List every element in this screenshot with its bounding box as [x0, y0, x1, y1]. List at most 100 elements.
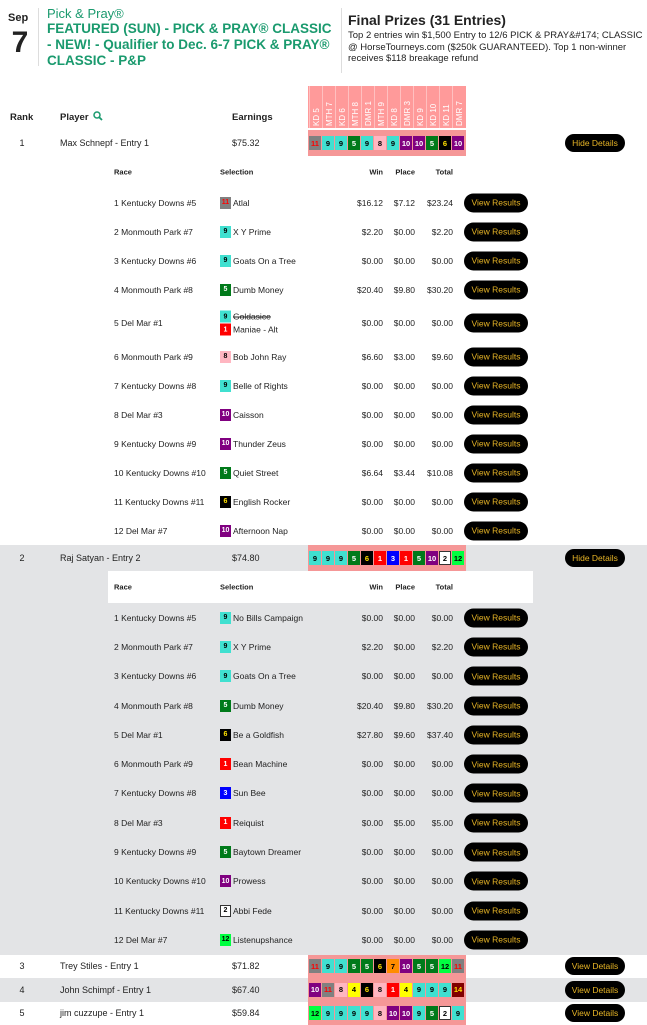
- view-results-button[interactable]: View Results: [464, 405, 528, 424]
- race-name: 4 Monmouth Park #8: [114, 700, 193, 711]
- view-results-button[interactable]: View Results: [464, 666, 528, 686]
- details-row: 9 Kentucky Downs #9 10 Thunder Zeus $0.00 $0…: [0, 429, 647, 458]
- saddle-cloth-number: 9: [220, 254, 231, 267]
- total-amount: $5.00: [431, 817, 453, 828]
- view-results-button[interactable]: View Results: [464, 463, 528, 482]
- saddle-cloth-number: 9: [220, 379, 231, 392]
- selection-item: 10 Caisson: [220, 408, 264, 421]
- player-name[interactable]: Max Schnepf - Entry 1: [60, 138, 150, 148]
- divider: [38, 8, 39, 66]
- place-amount: $0.00: [393, 671, 415, 682]
- total-amount: $2.20: [431, 226, 453, 237]
- pick-chip: 10: [400, 136, 412, 150]
- view-results-button[interactable]: View Results: [464, 376, 528, 395]
- win-amount: $0.00: [361, 255, 383, 266]
- entry-row: 4 John Schimpf - Entry 1 $67.40 10 11 8 4 6 8 1 4 9…: [0, 978, 647, 1002]
- pick-chip: 9: [322, 136, 334, 150]
- pick-chip: 9: [322, 1006, 334, 1021]
- selection: 2 Abbi Fede: [220, 904, 272, 918]
- details-col-race: Race: [114, 167, 132, 177]
- player-name[interactable]: Trey Stiles - Entry 1: [60, 961, 139, 972]
- view-details-button[interactable]: View Details: [565, 957, 625, 976]
- saddle-cloth-number: 9: [220, 670, 231, 683]
- view-results-button[interactable]: View Results: [464, 901, 528, 921]
- view-results-button[interactable]: View Results: [464, 813, 528, 833]
- pick-chip: 5: [413, 959, 425, 974]
- pick-chip: 9: [335, 959, 347, 974]
- saddle-cloth-number: 12: [220, 933, 231, 946]
- view-results-button[interactable]: View Results: [464, 434, 528, 453]
- view-results-button[interactable]: View Results: [464, 347, 528, 366]
- place-amount: $9.60: [393, 729, 415, 740]
- view-results-button[interactable]: View Results: [464, 251, 528, 270]
- total-amount: $0.00: [431, 612, 453, 623]
- view-results-button[interactable]: View Results: [464, 842, 528, 862]
- pick-chip: 11: [322, 982, 334, 997]
- details-row: 9 Kentucky Downs #9 5 Baytown Dreamer $0.00…: [0, 837, 647, 866]
- selection: 9 Goats On a Tree: [220, 254, 296, 268]
- pick-chip: 9: [413, 982, 425, 997]
- race-name: 4 Monmouth Park #8: [114, 284, 193, 295]
- total-amount: $0.00: [431, 409, 453, 420]
- saddle-cloth-number: 8: [220, 350, 231, 363]
- view-results-button[interactable]: View Results: [464, 696, 528, 716]
- view-results-button[interactable]: View Results: [464, 313, 528, 333]
- picks-strip: 11 9 9 5 9 8 9 10 10 5 6 10: [308, 130, 466, 156]
- saddle-cloth-number: 10: [220, 524, 231, 537]
- saddle-cloth-number: 10: [220, 875, 231, 888]
- saddle-cloth-number: 5: [220, 846, 231, 859]
- race-header: KD 9: [413, 86, 426, 128]
- win-amount: $0.00: [361, 612, 383, 623]
- entry-row: 3 Trey Stiles - Entry 1 $71.82 11 9 9 5 5 6 7 10 5 5…: [0, 954, 647, 979]
- details-row: 4 Monmouth Park #8 5 Dumb Money $20.40 $9.80…: [0, 275, 647, 304]
- selection-item: 9 Goats On a Tree: [220, 254, 296, 267]
- pick-chip: 5: [426, 959, 438, 974]
- hide-details-button[interactable]: Hide Details: [565, 549, 625, 567]
- selection-item: 9 No Bills Campaign: [220, 611, 303, 624]
- hide-details-button[interactable]: Hide Details: [565, 134, 625, 152]
- view-results-button[interactable]: View Results: [464, 930, 528, 950]
- selection-item: 5 Dumb Money: [220, 283, 284, 296]
- horse-name: Atlal: [233, 197, 250, 208]
- view-results-button[interactable]: View Results: [464, 608, 528, 628]
- selection: 8 Bob John Ray: [220, 350, 286, 364]
- prizes-description: Top 2 entries win $1,500 Entry to 12/6 P…: [348, 30, 643, 64]
- pick-chip: 12: [439, 959, 451, 974]
- race-name: 8 Del Mar #3: [114, 817, 163, 828]
- selection: 5 Baytown Dreamer: [220, 845, 301, 859]
- view-results-button[interactable]: View Results: [464, 725, 528, 745]
- view-results-button[interactable]: View Results: [464, 783, 528, 803]
- view-results-button[interactable]: View Results: [464, 280, 528, 299]
- view-results-button[interactable]: View Results: [464, 521, 528, 540]
- details-row: 7 Kentucky Downs #8 3 Sun Bee $0.00 $0.00 $0.…: [0, 779, 647, 808]
- view-results-button[interactable]: View Results: [464, 492, 528, 511]
- view-results-button[interactable]: View Results: [464, 222, 528, 241]
- pick-chip: 10: [426, 551, 438, 565]
- win-amount: $20.40: [357, 284, 383, 295]
- view-results-button[interactable]: View Results: [464, 754, 528, 774]
- picks-strip: 11 9 9 5 5 6 7 10 5 5 12 11: [308, 954, 466, 979]
- place-amount: $7.12: [393, 197, 415, 208]
- pick-chip: 9: [387, 136, 399, 150]
- player-name[interactable]: Raj Satyan - Entry 2: [60, 553, 141, 563]
- pick-chip: 4: [348, 982, 360, 997]
- view-results-button[interactable]: View Results: [464, 193, 528, 212]
- win-amount: $0.00: [361, 905, 383, 916]
- pick-chip: 2: [439, 1006, 451, 1021]
- search-icon[interactable]: [93, 111, 103, 121]
- view-details-button[interactable]: View Details: [565, 980, 625, 999]
- view-results-button[interactable]: View Results: [464, 871, 528, 891]
- pick-chip: 5: [426, 136, 438, 150]
- rank: 1: [19, 138, 25, 148]
- view-results-button[interactable]: View Results: [464, 637, 528, 657]
- pick-chip: 4: [400, 982, 412, 997]
- details-header: Race Selection Win Place Total: [0, 156, 647, 188]
- place-amount: $0.00: [393, 438, 415, 449]
- horse-name: X Y Prime: [233, 641, 271, 652]
- player-name[interactable]: John Schimpf - Entry 1: [60, 984, 152, 995]
- view-details-button[interactable]: View Details: [565, 1004, 625, 1023]
- pick-chip: 9: [348, 1006, 360, 1021]
- player-name[interactable]: jim cuzzupe - Entry 1: [60, 1008, 145, 1019]
- selection: 9 Goldasice 1 Maniae - Alt: [220, 310, 278, 337]
- selection: 1 Reiquist: [220, 816, 264, 830]
